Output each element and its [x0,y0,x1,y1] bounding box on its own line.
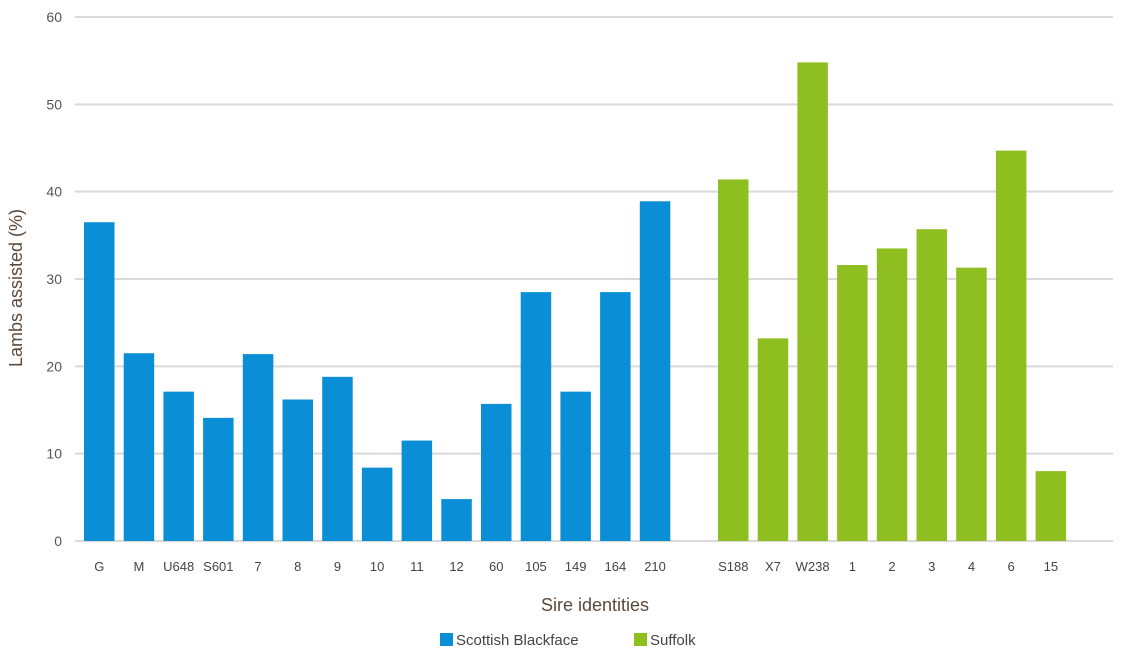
x-tick-label: M [134,559,145,574]
bar [401,440,433,541]
legend-swatch [634,633,647,646]
legend-label: Scottish Blackface [456,632,579,649]
bar [163,391,194,541]
x-tick-label: 6 [1008,559,1015,574]
x-tick-label: 7 [254,559,261,574]
x-tick-label: 10 [370,559,384,574]
y-tick-label: 50 [46,96,62,112]
y-axis-title: Lambs assisted (%) [6,209,26,367]
bars [84,62,1067,542]
x-tick-label: 3 [928,559,935,574]
bar [876,248,908,541]
x-tick-label: W238 [796,559,830,574]
x-tick-label: U648 [163,559,194,574]
bar [639,201,671,542]
x-tick-label: 11 [410,559,424,574]
legend-swatch [440,633,453,646]
y-tick-label: 30 [46,271,62,287]
x-tick-label: 8 [294,559,301,574]
x-tick-label: S188 [718,559,748,574]
bar [1035,471,1067,541]
bar [600,292,631,541]
y-tick-label: 20 [46,358,62,374]
bar [560,391,591,541]
x-tick-label: 60 [489,559,503,574]
legend-label: Suffolk [650,632,696,649]
x-axis-title: Sire identities [541,595,649,615]
y-tick-label: 0 [54,533,62,549]
bar [956,267,987,541]
x-tick-label: G [94,559,104,574]
y-tick-label: 60 [46,9,62,25]
bar [520,292,552,541]
bar [837,265,868,541]
bar [203,417,234,541]
bar [322,376,353,541]
x-tick-label: 4 [968,559,975,574]
x-tick-label: 9 [334,559,341,574]
legend: Scottish Blackface Suffolk [440,632,696,649]
x-axis-category-labels: G M U648 S601 7 8 9 10 11 12 60 105 149 164 210 S188 X7 W… [94,559,1058,574]
x-tick-label: 15 [1044,559,1058,574]
x-tick-label: 210 [644,559,666,574]
bar [916,229,947,541]
bar [718,179,749,541]
bar [757,338,789,541]
x-tick-label: 2 [888,559,895,574]
bar [242,354,274,541]
x-tick-label: 1 [849,559,856,574]
bar [361,467,393,541]
bar [995,150,1027,541]
x-tick-label: 105 [525,559,547,574]
y-tick-label: 10 [46,446,62,462]
bar [797,62,828,542]
bar [123,353,155,541]
bar [441,499,472,541]
x-tick-label: 149 [565,559,587,574]
y-axis-ticks: 0 10 20 30 40 50 60 [46,9,62,549]
x-tick-label: 12 [449,559,463,574]
bar [282,399,313,541]
x-tick-label: 164 [604,559,626,574]
x-tick-label: S601 [203,559,233,574]
bar [84,222,115,541]
y-tick-label: 40 [46,184,62,200]
bar [481,403,512,541]
x-tick-label: X7 [765,559,781,574]
